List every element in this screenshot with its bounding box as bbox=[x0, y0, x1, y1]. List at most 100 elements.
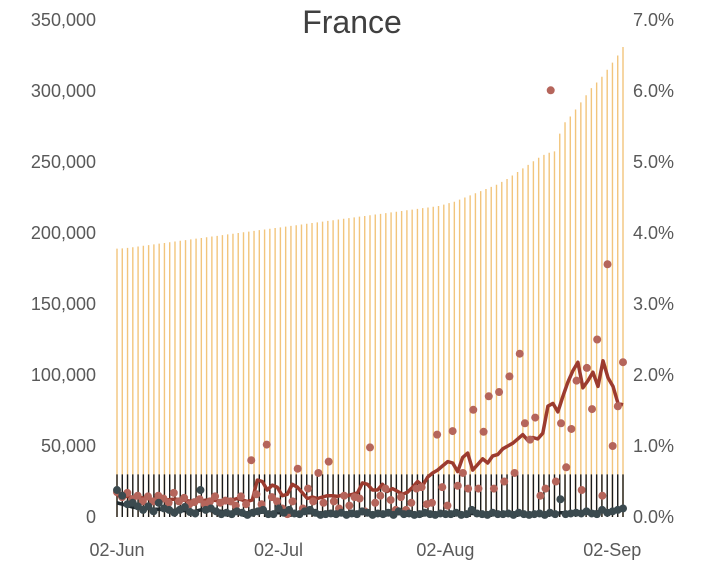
right-axis: 0.0% 1.0% 2.0% 3.0% 4.0% 5.0% 6.0% 7.0% bbox=[633, 10, 674, 527]
right-tick-label: 2.0% bbox=[633, 365, 674, 385]
data-point bbox=[329, 497, 338, 506]
x-tick-label: 02-Sep bbox=[583, 540, 641, 560]
data-point bbox=[458, 468, 467, 477]
left-tick-label: 250,000 bbox=[31, 152, 96, 172]
data-point bbox=[196, 486, 205, 495]
right-tick-label: 1.0% bbox=[633, 436, 674, 456]
data-point bbox=[433, 430, 442, 439]
data-point bbox=[242, 500, 251, 509]
data-point bbox=[133, 491, 142, 500]
data-point bbox=[273, 497, 282, 506]
data-point bbox=[464, 484, 473, 493]
data-point bbox=[138, 497, 147, 506]
data-point bbox=[489, 484, 498, 493]
left-tick-label: 300,000 bbox=[31, 81, 96, 101]
data-point bbox=[427, 498, 436, 507]
x-tick-label: 02-Aug bbox=[416, 540, 474, 560]
data-point bbox=[396, 493, 405, 502]
data-point bbox=[169, 488, 178, 497]
data-point bbox=[536, 491, 545, 500]
data-point bbox=[453, 481, 462, 490]
data-point bbox=[345, 501, 354, 510]
right-tick-label: 0.0% bbox=[633, 507, 674, 527]
data-point bbox=[479, 427, 488, 436]
data-point bbox=[236, 492, 245, 501]
data-point bbox=[309, 497, 318, 506]
data-point bbox=[417, 483, 426, 492]
data-point bbox=[572, 376, 581, 385]
data-point bbox=[577, 486, 586, 495]
data-point bbox=[252, 490, 261, 499]
data-point bbox=[608, 442, 617, 450]
data-point bbox=[191, 509, 200, 518]
data-point bbox=[613, 402, 622, 411]
data-point bbox=[593, 335, 602, 344]
data-point bbox=[371, 498, 380, 507]
data-point bbox=[262, 440, 271, 449]
data-point bbox=[598, 491, 607, 500]
right-tick-label: 4.0% bbox=[633, 223, 674, 243]
right-tick-label: 7.0% bbox=[633, 10, 674, 30]
data-point bbox=[531, 413, 540, 422]
x-axis: 02-Jun 02-Jul 02-Aug 02-Sep bbox=[89, 540, 641, 560]
data-point bbox=[443, 501, 452, 510]
data-point bbox=[551, 510, 560, 519]
data-point bbox=[381, 484, 390, 493]
data-point bbox=[149, 507, 158, 516]
data-point bbox=[376, 491, 385, 500]
data-point bbox=[551, 477, 560, 486]
data-point bbox=[557, 419, 566, 428]
data-point bbox=[526, 435, 535, 444]
data-point bbox=[515, 349, 524, 358]
data-point bbox=[288, 497, 297, 506]
points-layer bbox=[113, 86, 627, 519]
data-point bbox=[386, 495, 395, 504]
data-point bbox=[484, 392, 493, 401]
data-point bbox=[438, 483, 447, 492]
data-point bbox=[269, 510, 278, 519]
data-point bbox=[205, 497, 214, 506]
data-point bbox=[588, 405, 597, 414]
data-point bbox=[407, 498, 416, 507]
data-point bbox=[211, 492, 220, 501]
data-point bbox=[619, 504, 627, 513]
data-point bbox=[556, 495, 565, 504]
data-point bbox=[567, 424, 576, 433]
data-point bbox=[495, 388, 504, 397]
data-point bbox=[355, 494, 364, 503]
data-point bbox=[143, 492, 152, 501]
data-point bbox=[314, 468, 323, 477]
left-tick-label: 200,000 bbox=[31, 223, 96, 243]
bars-layer bbox=[116, 46, 624, 517]
data-point bbox=[510, 468, 519, 477]
left-tick-label: 150,000 bbox=[31, 294, 96, 314]
data-point bbox=[619, 358, 627, 367]
right-tick-label: 6.0% bbox=[633, 81, 674, 101]
data-point bbox=[324, 457, 333, 466]
data-point bbox=[474, 484, 483, 493]
data-point bbox=[541, 484, 550, 493]
left-tick-label: 50,000 bbox=[41, 436, 96, 456]
left-tick-label: 0 bbox=[86, 507, 96, 527]
data-point bbox=[500, 477, 509, 486]
left-tick-label: 350,000 bbox=[31, 10, 96, 30]
data-point bbox=[164, 498, 173, 507]
right-tick-label: 3.0% bbox=[633, 294, 674, 314]
left-axis: 0 50,000 100,000 150,000 200,000 250,000 300,0… bbox=[31, 10, 96, 527]
data-point bbox=[505, 372, 514, 381]
data-point bbox=[546, 86, 555, 95]
data-point bbox=[319, 498, 328, 507]
data-point bbox=[469, 405, 478, 414]
data-point bbox=[154, 498, 163, 507]
data-point bbox=[195, 495, 204, 504]
data-point bbox=[180, 493, 189, 502]
left-tick-label: 100,000 bbox=[31, 365, 96, 385]
data-point bbox=[448, 427, 457, 436]
data-point bbox=[304, 484, 313, 493]
chart-title: France bbox=[302, 4, 402, 40]
x-tick-label: 02-Jul bbox=[254, 540, 303, 560]
right-tick-label: 5.0% bbox=[633, 152, 674, 172]
data-point bbox=[520, 419, 529, 428]
data-point bbox=[144, 502, 153, 511]
